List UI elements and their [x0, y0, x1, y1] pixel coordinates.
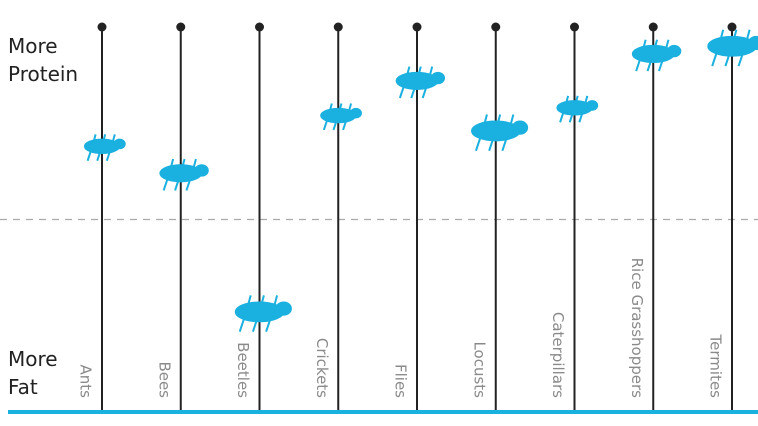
stem-dot	[97, 22, 107, 32]
insect-leg	[563, 95, 570, 109]
insect-leg	[663, 39, 670, 55]
insect-leg	[568, 107, 576, 123]
insect-leg	[559, 107, 566, 123]
insect-leg	[744, 29, 751, 47]
top-label: More Protein	[8, 34, 79, 86]
insect-leg	[174, 172, 182, 191]
insect-leg	[724, 45, 733, 67]
insect-leg	[162, 172, 171, 191]
insect-leg	[737, 45, 747, 67]
insect-leg	[258, 295, 265, 313]
insect-leg	[578, 107, 586, 123]
category-label: Caterpillars	[549, 312, 567, 398]
insect-leg	[398, 80, 407, 99]
stem-dot	[333, 22, 343, 32]
insect-head	[430, 71, 446, 85]
insect	[631, 39, 682, 72]
insect-head	[511, 120, 529, 135]
insect-leg	[96, 146, 103, 162]
insect	[234, 295, 292, 333]
stem-dot	[255, 22, 264, 32]
category-label: Crickets	[313, 338, 331, 398]
insect-leg	[416, 66, 422, 82]
insect-head	[586, 100, 599, 111]
insect-leg	[507, 114, 515, 132]
insect-leg	[658, 53, 666, 72]
insect-leg	[185, 172, 194, 191]
category-label: Termites	[707, 334, 725, 399]
insect	[320, 103, 362, 131]
insect-leg	[110, 134, 116, 147]
category-label: Rice Grasshoppers	[628, 258, 646, 399]
insect-head	[748, 35, 758, 51]
category-label: Locusts	[470, 341, 488, 398]
insect-leg	[494, 114, 502, 132]
stem-dot	[412, 22, 422, 32]
insect-leg	[573, 95, 579, 109]
insect-head	[667, 44, 682, 58]
insect-leg	[238, 311, 248, 333]
insect	[556, 95, 599, 123]
insect-leg	[191, 158, 197, 174]
insect-head	[194, 164, 209, 177]
insect-leg	[332, 115, 340, 131]
insect-leg	[731, 29, 738, 47]
insect-leg	[245, 295, 252, 313]
insect-leg	[646, 53, 655, 72]
insect	[159, 158, 209, 191]
insect-leg	[265, 311, 274, 333]
insect-leg	[410, 80, 418, 99]
category-label: Bees	[155, 361, 173, 398]
insect-leg	[475, 130, 484, 152]
insect-head	[113, 138, 126, 150]
stem-dot	[648, 22, 658, 32]
insect-leg	[583, 95, 589, 109]
category-label: Ants	[77, 365, 95, 399]
insect	[83, 134, 126, 162]
insect-leg	[105, 146, 113, 162]
insect-leg	[421, 80, 430, 99]
insect-leg	[342, 115, 349, 131]
insect-leg	[427, 66, 434, 82]
insect-leg	[488, 130, 497, 152]
insect-leg	[86, 146, 94, 162]
insect-head	[275, 301, 292, 316]
category-label: Flies	[392, 364, 410, 398]
insect-leg	[717, 29, 725, 47]
insect-leg	[346, 103, 353, 116]
insect-leg	[501, 130, 510, 152]
insect-leg	[337, 103, 343, 116]
insect-leg	[168, 158, 175, 174]
insect-leg	[179, 158, 186, 174]
insect-leg	[101, 134, 107, 147]
insect-leg	[91, 134, 97, 147]
insect-leg	[322, 115, 330, 131]
insect-head	[349, 107, 362, 119]
insect	[707, 29, 758, 67]
insect	[471, 114, 529, 152]
insect-leg	[711, 45, 720, 67]
bottom-label: More Fat	[8, 347, 58, 399]
category-label: Beetles	[234, 342, 252, 398]
insect-leg	[481, 114, 488, 132]
insect-leg	[404, 66, 411, 82]
insect-leg	[271, 295, 279, 313]
insect-leg	[652, 39, 659, 55]
stem-dot	[570, 22, 579, 32]
stem-dot	[727, 22, 737, 32]
insect	[395, 66, 446, 99]
insect-leg	[640, 39, 647, 55]
insect-leg	[327, 103, 333, 116]
insect-leg	[251, 311, 261, 333]
insect-leg	[635, 53, 643, 72]
stem-dot	[176, 22, 186, 32]
stem-dot	[491, 22, 501, 32]
